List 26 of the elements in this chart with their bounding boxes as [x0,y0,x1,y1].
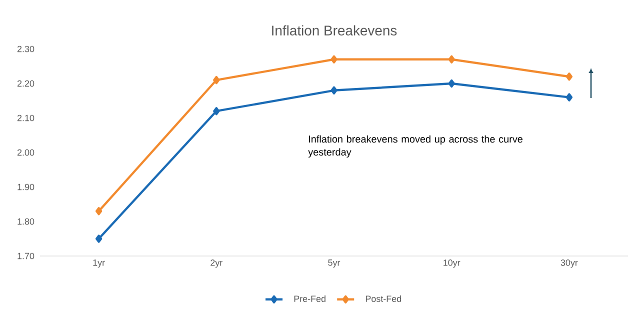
point [448,55,455,64]
x-tick-label: 2yr [210,260,222,268]
annotation: Inflation breakevens moved up across the curve yesterday [308,135,522,158]
y-tick-label: 2.30 [17,46,34,52]
point [213,107,220,116]
point [566,72,573,81]
point [330,55,338,64]
x-tick-label: 10yr [444,260,460,268]
y-tick-label: 2.00 [17,149,34,156]
chart-title: Inflation Breakevens [272,25,397,36]
y-tick-label: 1.80 [18,218,34,225]
point [448,79,455,88]
y-tick-label: 2.20 [17,80,34,87]
y-tick-label: 2.10 [17,114,34,122]
legend-label: Pre-Fed [294,295,326,302]
y-tick-label: 1.70 [18,252,34,260]
point [95,234,102,243]
point [330,86,338,94]
x-tick-label: 5yr [328,260,340,268]
y-tick-label: 1.90 [18,184,34,190]
legend-label: Post-Fed [366,295,402,302]
x-tick-label: 30yr [560,260,578,268]
x-tick-label: 1yr [93,260,105,268]
point [213,76,220,84]
point [566,93,573,102]
point [95,207,102,216]
